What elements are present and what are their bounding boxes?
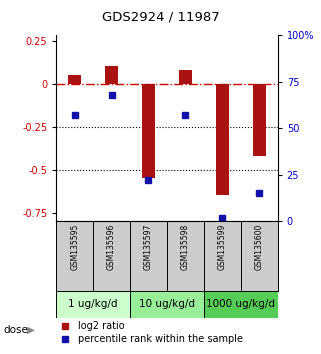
Bar <box>68 75 81 84</box>
Text: GDS2924 / 11987: GDS2924 / 11987 <box>102 10 219 23</box>
Bar <box>130 291 204 318</box>
Text: GSM135599: GSM135599 <box>218 223 227 270</box>
Bar <box>253 84 266 156</box>
Text: GSM135600: GSM135600 <box>255 223 264 270</box>
Text: GSM135595: GSM135595 <box>70 223 79 270</box>
Text: GSM135598: GSM135598 <box>181 223 190 270</box>
Text: dose: dose <box>3 325 28 335</box>
Text: 1000 ug/kg/d: 1000 ug/kg/d <box>206 299 275 309</box>
Bar <box>142 84 155 178</box>
Text: GSM135596: GSM135596 <box>107 223 116 270</box>
Bar <box>56 291 130 318</box>
Text: ▶: ▶ <box>27 325 35 335</box>
Text: 1 ug/kg/d: 1 ug/kg/d <box>68 299 118 309</box>
Bar <box>179 70 192 84</box>
Text: 10 ug/kg/d: 10 ug/kg/d <box>139 299 195 309</box>
Bar <box>105 67 118 84</box>
Bar <box>216 84 229 195</box>
Text: log2 ratio: log2 ratio <box>78 321 125 331</box>
Text: percentile rank within the sample: percentile rank within the sample <box>78 334 243 344</box>
Bar <box>204 291 278 318</box>
Text: GSM135597: GSM135597 <box>144 223 153 270</box>
